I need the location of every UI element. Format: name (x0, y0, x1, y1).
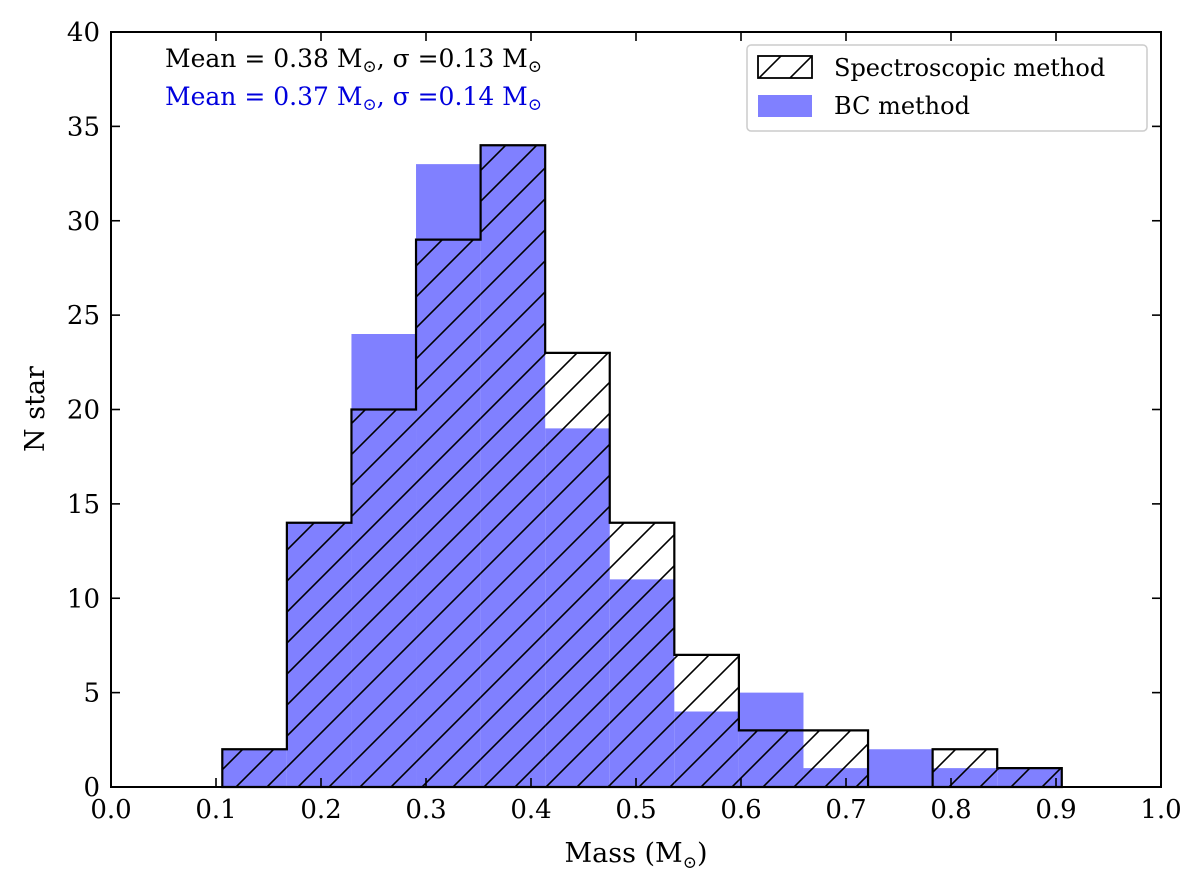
legend-box (746, 44, 1148, 132)
y-tick-label: 0 (83, 773, 100, 803)
spectroscopic-bar (932, 749, 998, 787)
x-tick-label: 0.4 (510, 795, 551, 825)
x-tick-label: 0.8 (930, 795, 971, 825)
y-tick-label: 15 (67, 490, 100, 520)
legend-label-spectroscopic: Spectroscopic method (834, 54, 1105, 82)
x-axis-label: Mass (M⊙) (564, 838, 707, 873)
y-tick-label: 20 (67, 396, 100, 426)
spectroscopic-bar (803, 730, 869, 787)
legend-swatch-spectroscopic (757, 55, 813, 79)
legend-swatch-bc (758, 95, 812, 117)
x-tick-label: 0.9 (1035, 795, 1076, 825)
y-tick-label: 10 (67, 584, 100, 614)
x-tick-label: 0.5 (615, 795, 656, 825)
legend-label-bc: BC method (834, 92, 970, 120)
legend: Spectroscopic method BC method (746, 44, 1148, 132)
bc-stats: Mean = 0.37 M⊙, σ =0.14 M⊙ (165, 82, 542, 115)
spectroscopic-stats: Mean = 0.38 M⊙, σ =0.13 M⊙ (165, 44, 542, 77)
spectroscopic-bar (222, 749, 287, 787)
y-axis-label: N star (20, 366, 51, 452)
y-axis-ticks: 0 5 10 15 20 25 30 35 40 (67, 18, 1161, 803)
x-tick-label: 0.1 (195, 795, 236, 825)
spectroscopic-bar (480, 145, 546, 787)
y-tick-label: 30 (67, 207, 100, 237)
bc-bar (868, 749, 933, 787)
x-tick-label: 0.6 (720, 795, 761, 825)
y-tick-label: 5 (83, 679, 100, 709)
y-tick-label: 35 (67, 112, 100, 142)
spectroscopic-bar (997, 768, 1062, 787)
x-tick-label: 0.7 (825, 795, 866, 825)
x-tick-label: 0.2 (300, 795, 341, 825)
spectroscopic-bar (286, 522, 352, 787)
x-tick-label: 0.3 (405, 795, 446, 825)
spectroscopic-bar (609, 522, 675, 787)
spectroscopic-outline (221, 144, 1063, 789)
spectroscopic-hatch-bars (222, 145, 1062, 787)
spectroscopic-bar (738, 730, 804, 787)
x-axis-ticks: 0.0 0.1 0.2 0.3 0.4 0.5 0.6 0.7 0.8 0.9 1.0 (90, 32, 1182, 825)
y-tick-label: 40 (67, 18, 100, 48)
y-tick-label: 25 (67, 301, 100, 331)
spectroscopic-bar (416, 239, 481, 787)
spectroscopic-bar (545, 352, 610, 787)
x-tick-label: 1.0 (1140, 795, 1181, 825)
x-tick-label: 0.0 (90, 795, 131, 825)
spectroscopic-bar (351, 409, 417, 787)
spectroscopic-bar (674, 654, 739, 787)
